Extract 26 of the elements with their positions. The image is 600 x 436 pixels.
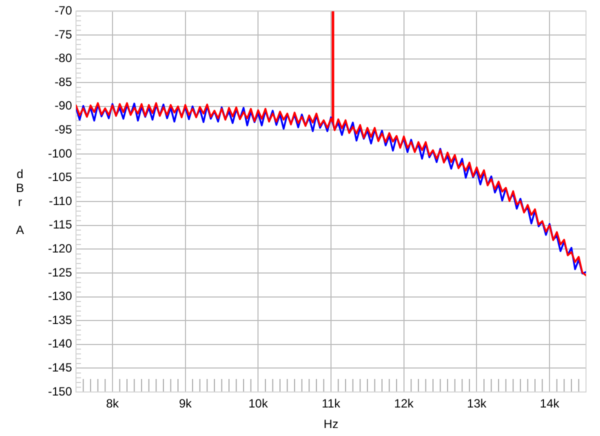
y-tick-label: -120	[48, 242, 72, 256]
y-axis-title: dBr A	[13, 167, 27, 237]
x-tick-label: 10k	[248, 396, 269, 411]
y-tick-label: -145	[48, 360, 72, 375]
y-tick-label: -135	[48, 312, 72, 327]
y-tick-label: -85	[54, 74, 72, 89]
x-tick-label: 12k	[394, 396, 415, 411]
x-axis-title: Hz	[324, 417, 338, 432]
x-tick-label: 14k	[540, 396, 560, 411]
y-tick-label: -80	[54, 51, 72, 66]
y-tick-label: -75	[54, 27, 72, 42]
y-tick-label: -70	[54, 4, 72, 18]
y-tick-label: -90	[54, 98, 72, 113]
y-tick-label: -150	[48, 384, 72, 398]
y-tick-label: -110	[48, 194, 72, 208]
y-tick-label: -105	[48, 170, 72, 184]
x-tick-label: 8k	[106, 396, 120, 411]
y-tick-label: -130	[48, 289, 72, 304]
x-tick-label: 9k	[178, 396, 193, 411]
x-tick-label: 11k	[322, 396, 342, 411]
y-tick-label: -115	[48, 218, 72, 232]
y-tick-label: -125	[48, 265, 72, 280]
y-tick-label: -95	[54, 122, 72, 137]
y-tick-label: -140	[48, 336, 72, 351]
x-tick-label: 13k	[467, 396, 488, 411]
y-tick-label: -100	[48, 146, 72, 160]
